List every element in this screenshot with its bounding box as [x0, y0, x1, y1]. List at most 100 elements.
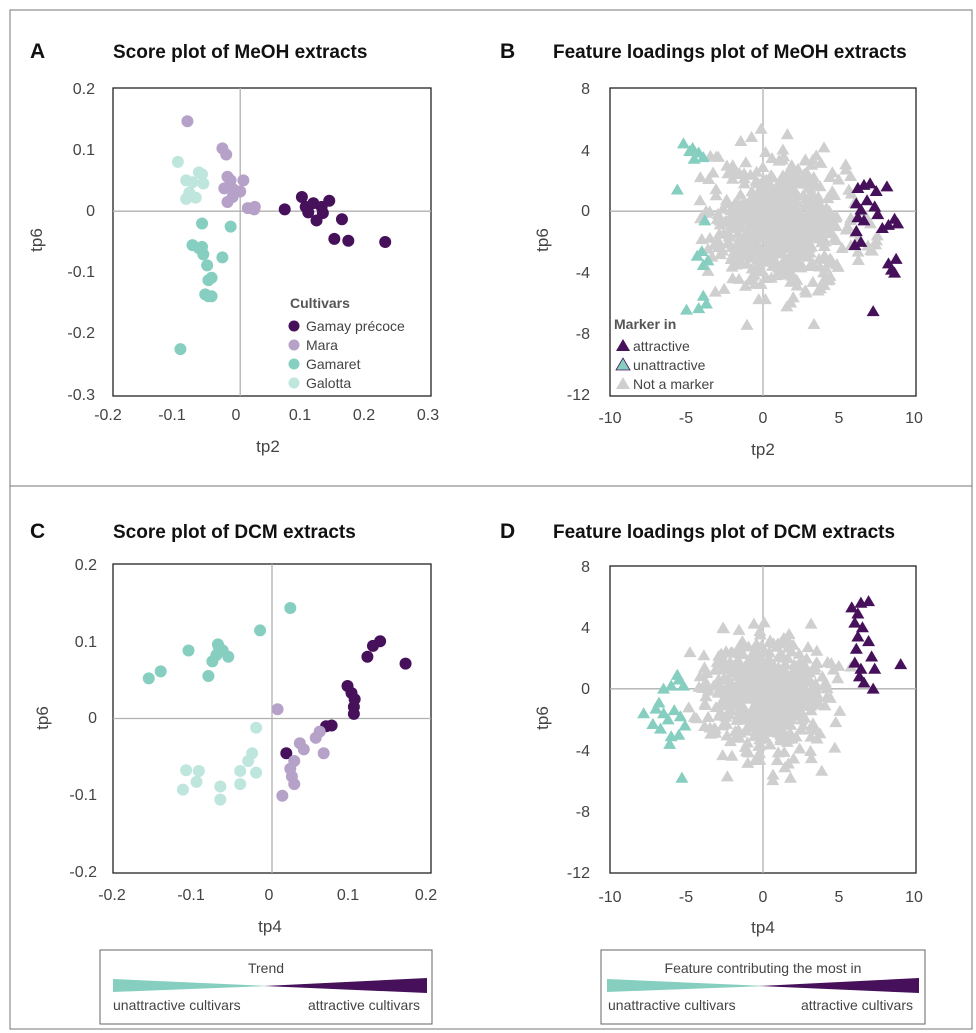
legend-marker-not-a-marker	[616, 377, 630, 389]
unattractive-point	[637, 707, 651, 719]
not-a-marker-point	[733, 239, 747, 251]
not-a-marker-point	[719, 193, 733, 205]
not-a-marker-point	[794, 704, 808, 716]
galotta-point	[190, 775, 203, 788]
unattractive-point	[672, 728, 686, 740]
not-a-marker-point	[810, 656, 824, 668]
not-a-marker-point	[811, 284, 825, 296]
not-a-marker-point	[736, 648, 750, 660]
not-a-marker-point	[798, 192, 812, 204]
not-a-marker-point	[716, 685, 730, 697]
not-a-marker-point	[780, 128, 794, 140]
panel-b-legend: Marker in attractive unattractive Not a …	[614, 316, 714, 392]
not-a-marker-point	[682, 701, 696, 713]
not-a-marker-point	[806, 153, 820, 165]
tick-label: -0.1	[177, 887, 205, 904]
unattractive-point	[649, 702, 663, 714]
tick-label: 0	[265, 887, 274, 904]
tick-label: -12	[567, 865, 590, 882]
gamaret-point	[284, 602, 297, 615]
not-a-marker-point	[815, 206, 829, 218]
unattractive-point	[652, 696, 666, 708]
panel-a-letter: A	[30, 40, 45, 63]
not-a-marker-point	[863, 217, 877, 229]
attractive-point	[849, 642, 863, 654]
attractive-point	[852, 670, 866, 682]
gamay-precoce-point	[366, 639, 379, 652]
tick-label: 0.1	[75, 634, 97, 651]
galotta-point	[189, 191, 202, 204]
not-a-marker-point	[795, 259, 809, 271]
legend-label: Gamaret	[306, 356, 361, 372]
not-a-marker-point	[709, 189, 723, 201]
gamay-precoce-point	[328, 232, 341, 245]
not-a-marker-point	[761, 174, 775, 186]
not-a-marker-point	[764, 271, 778, 283]
not-a-marker-point	[696, 681, 710, 693]
tick-label: 0	[759, 410, 768, 427]
not-a-marker-point	[712, 235, 726, 247]
not-a-marker-point	[829, 716, 843, 728]
not-a-marker-point	[752, 746, 766, 758]
attractive-point	[857, 676, 871, 688]
not-a-marker-point	[823, 691, 837, 703]
not-a-marker-point	[870, 229, 884, 241]
figure-frame	[9, 9, 973, 1030]
tick-label: 8	[581, 81, 590, 98]
legend-label: Galotta	[306, 375, 351, 391]
not-a-marker-point	[813, 260, 827, 272]
not-a-marker-point	[780, 203, 794, 215]
not-a-marker-point	[732, 623, 746, 635]
not-a-marker-point	[771, 746, 785, 758]
not-a-marker-point	[701, 264, 715, 276]
unattractive-point	[661, 713, 675, 725]
gamaret-point	[142, 672, 155, 685]
gamaret-point	[206, 655, 219, 668]
not-a-marker-point	[785, 694, 799, 706]
not-a-marker-point	[815, 764, 829, 776]
trend-wedge-unattractive	[607, 979, 766, 992]
not-a-marker-point	[774, 235, 788, 247]
not-a-marker-point	[781, 757, 795, 769]
mara-point	[313, 725, 326, 738]
not-a-marker-point	[766, 704, 780, 716]
not-a-marker-point	[761, 198, 775, 210]
not-a-marker-point	[783, 166, 797, 179]
unattractive-point	[663, 737, 677, 749]
gamay-precoce-point	[347, 707, 360, 720]
not-a-marker-point	[687, 710, 701, 722]
trend-wedge-attractive	[759, 978, 919, 993]
not-a-marker-point	[805, 202, 819, 214]
not-a-marker-point	[781, 680, 795, 692]
not-a-marker-point	[851, 253, 865, 265]
not-a-marker-point	[814, 156, 828, 168]
not-a-marker-point	[754, 122, 768, 134]
not-a-marker-point	[831, 260, 845, 272]
unattractive-point	[686, 141, 700, 153]
attractive-point	[851, 630, 865, 642]
not-a-marker-point	[763, 738, 777, 750]
not-a-marker-point	[764, 659, 778, 671]
gamaret-point	[196, 217, 209, 230]
not-a-marker-point	[761, 686, 775, 698]
not-a-marker-point	[755, 255, 769, 267]
not-a-marker-point	[757, 616, 771, 628]
attractive-point	[845, 601, 859, 613]
tick-label: 10	[905, 410, 923, 427]
attractive-point	[862, 635, 876, 647]
not-a-marker-point	[819, 221, 833, 233]
not-a-marker-point	[747, 617, 761, 629]
galotta-point	[250, 721, 263, 734]
not-a-marker-point	[799, 286, 813, 298]
tick-label: 5	[835, 410, 844, 427]
not-a-marker-point	[744, 713, 758, 725]
panel-b-x-axis-label: tp2	[751, 440, 775, 459]
not-a-marker-point	[743, 168, 757, 180]
tick-label: 4	[581, 620, 590, 637]
tick-label: -4	[576, 743, 590, 760]
attractive-point	[860, 194, 874, 206]
not-a-marker-point	[826, 663, 840, 675]
not-a-marker-point	[760, 724, 774, 736]
not-a-marker-point	[695, 233, 709, 245]
gamay-precoce-point	[342, 234, 355, 247]
